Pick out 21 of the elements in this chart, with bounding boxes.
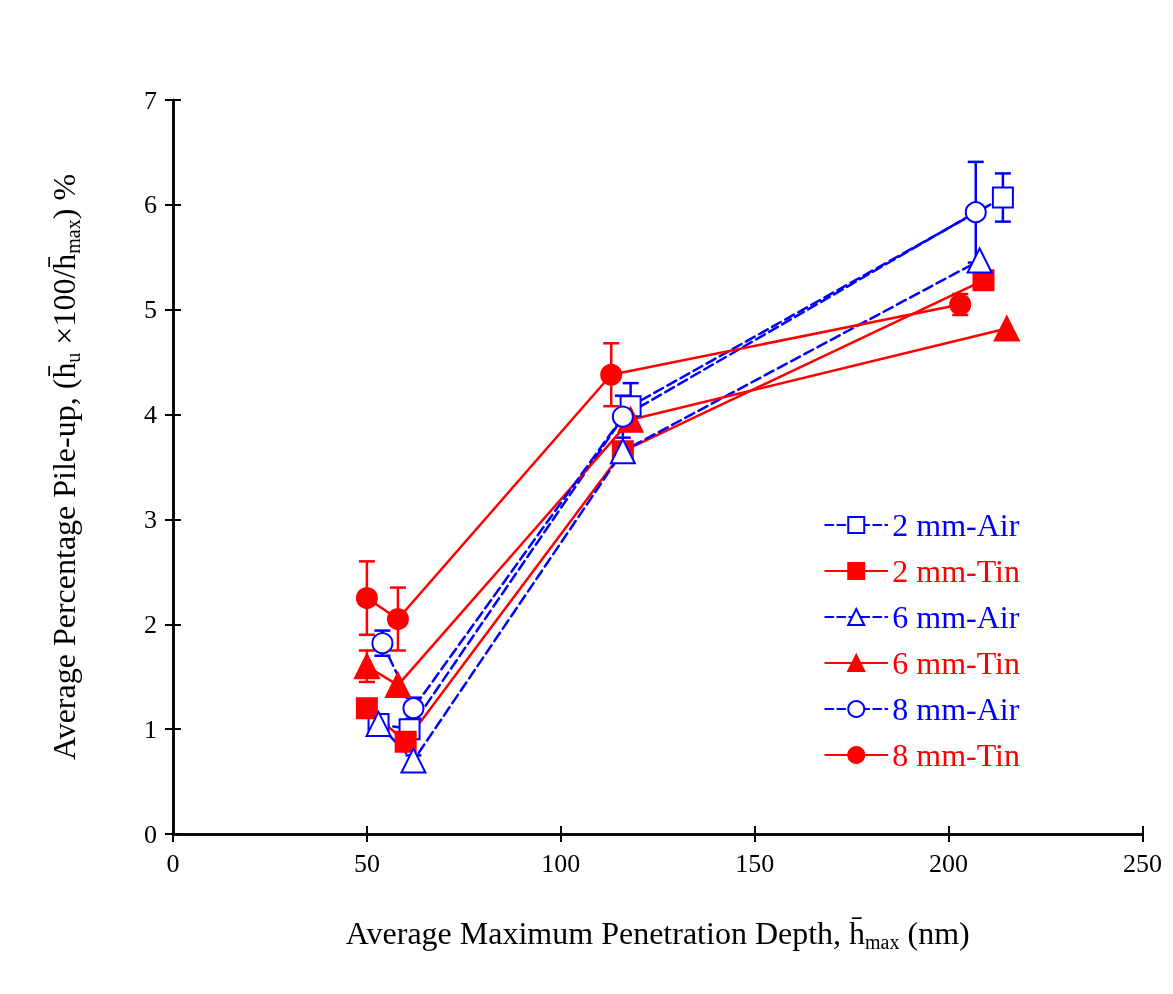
y-tick-label: 2 [144,609,157,639]
y-tick-label: 6 [144,190,157,220]
x-tick-label: 150 [735,848,775,878]
y-axis-title: Average Percentage Pile-up, (h̄u ×100/h̄max) % [46,173,84,761]
legend-label: 8 mm-Tin [892,737,1020,773]
y-tick-label: 0 [144,819,157,849]
y-tick-label: 1 [144,714,157,744]
x-tick-label: 200 [929,848,969,878]
x-tick-label: 0 [166,848,180,878]
legend-label: 2 mm-Air [892,507,1020,543]
legend-label: 6 mm-Air [892,599,1020,635]
y-tick-label: 4 [144,400,157,430]
y-tick-label: 5 [144,295,157,325]
legend-label: 8 mm-Air [892,691,1020,727]
x-tick-label: 250 [1123,848,1162,878]
y-tick-label: 3 [144,504,157,534]
y-tick-label: 7 [144,85,157,115]
legend-label: 6 mm-Tin [892,645,1020,681]
x-tick-label: 100 [541,848,581,878]
x-tick-label: 50 [353,848,380,878]
legend-label: 2 mm-Tin [892,553,1020,589]
